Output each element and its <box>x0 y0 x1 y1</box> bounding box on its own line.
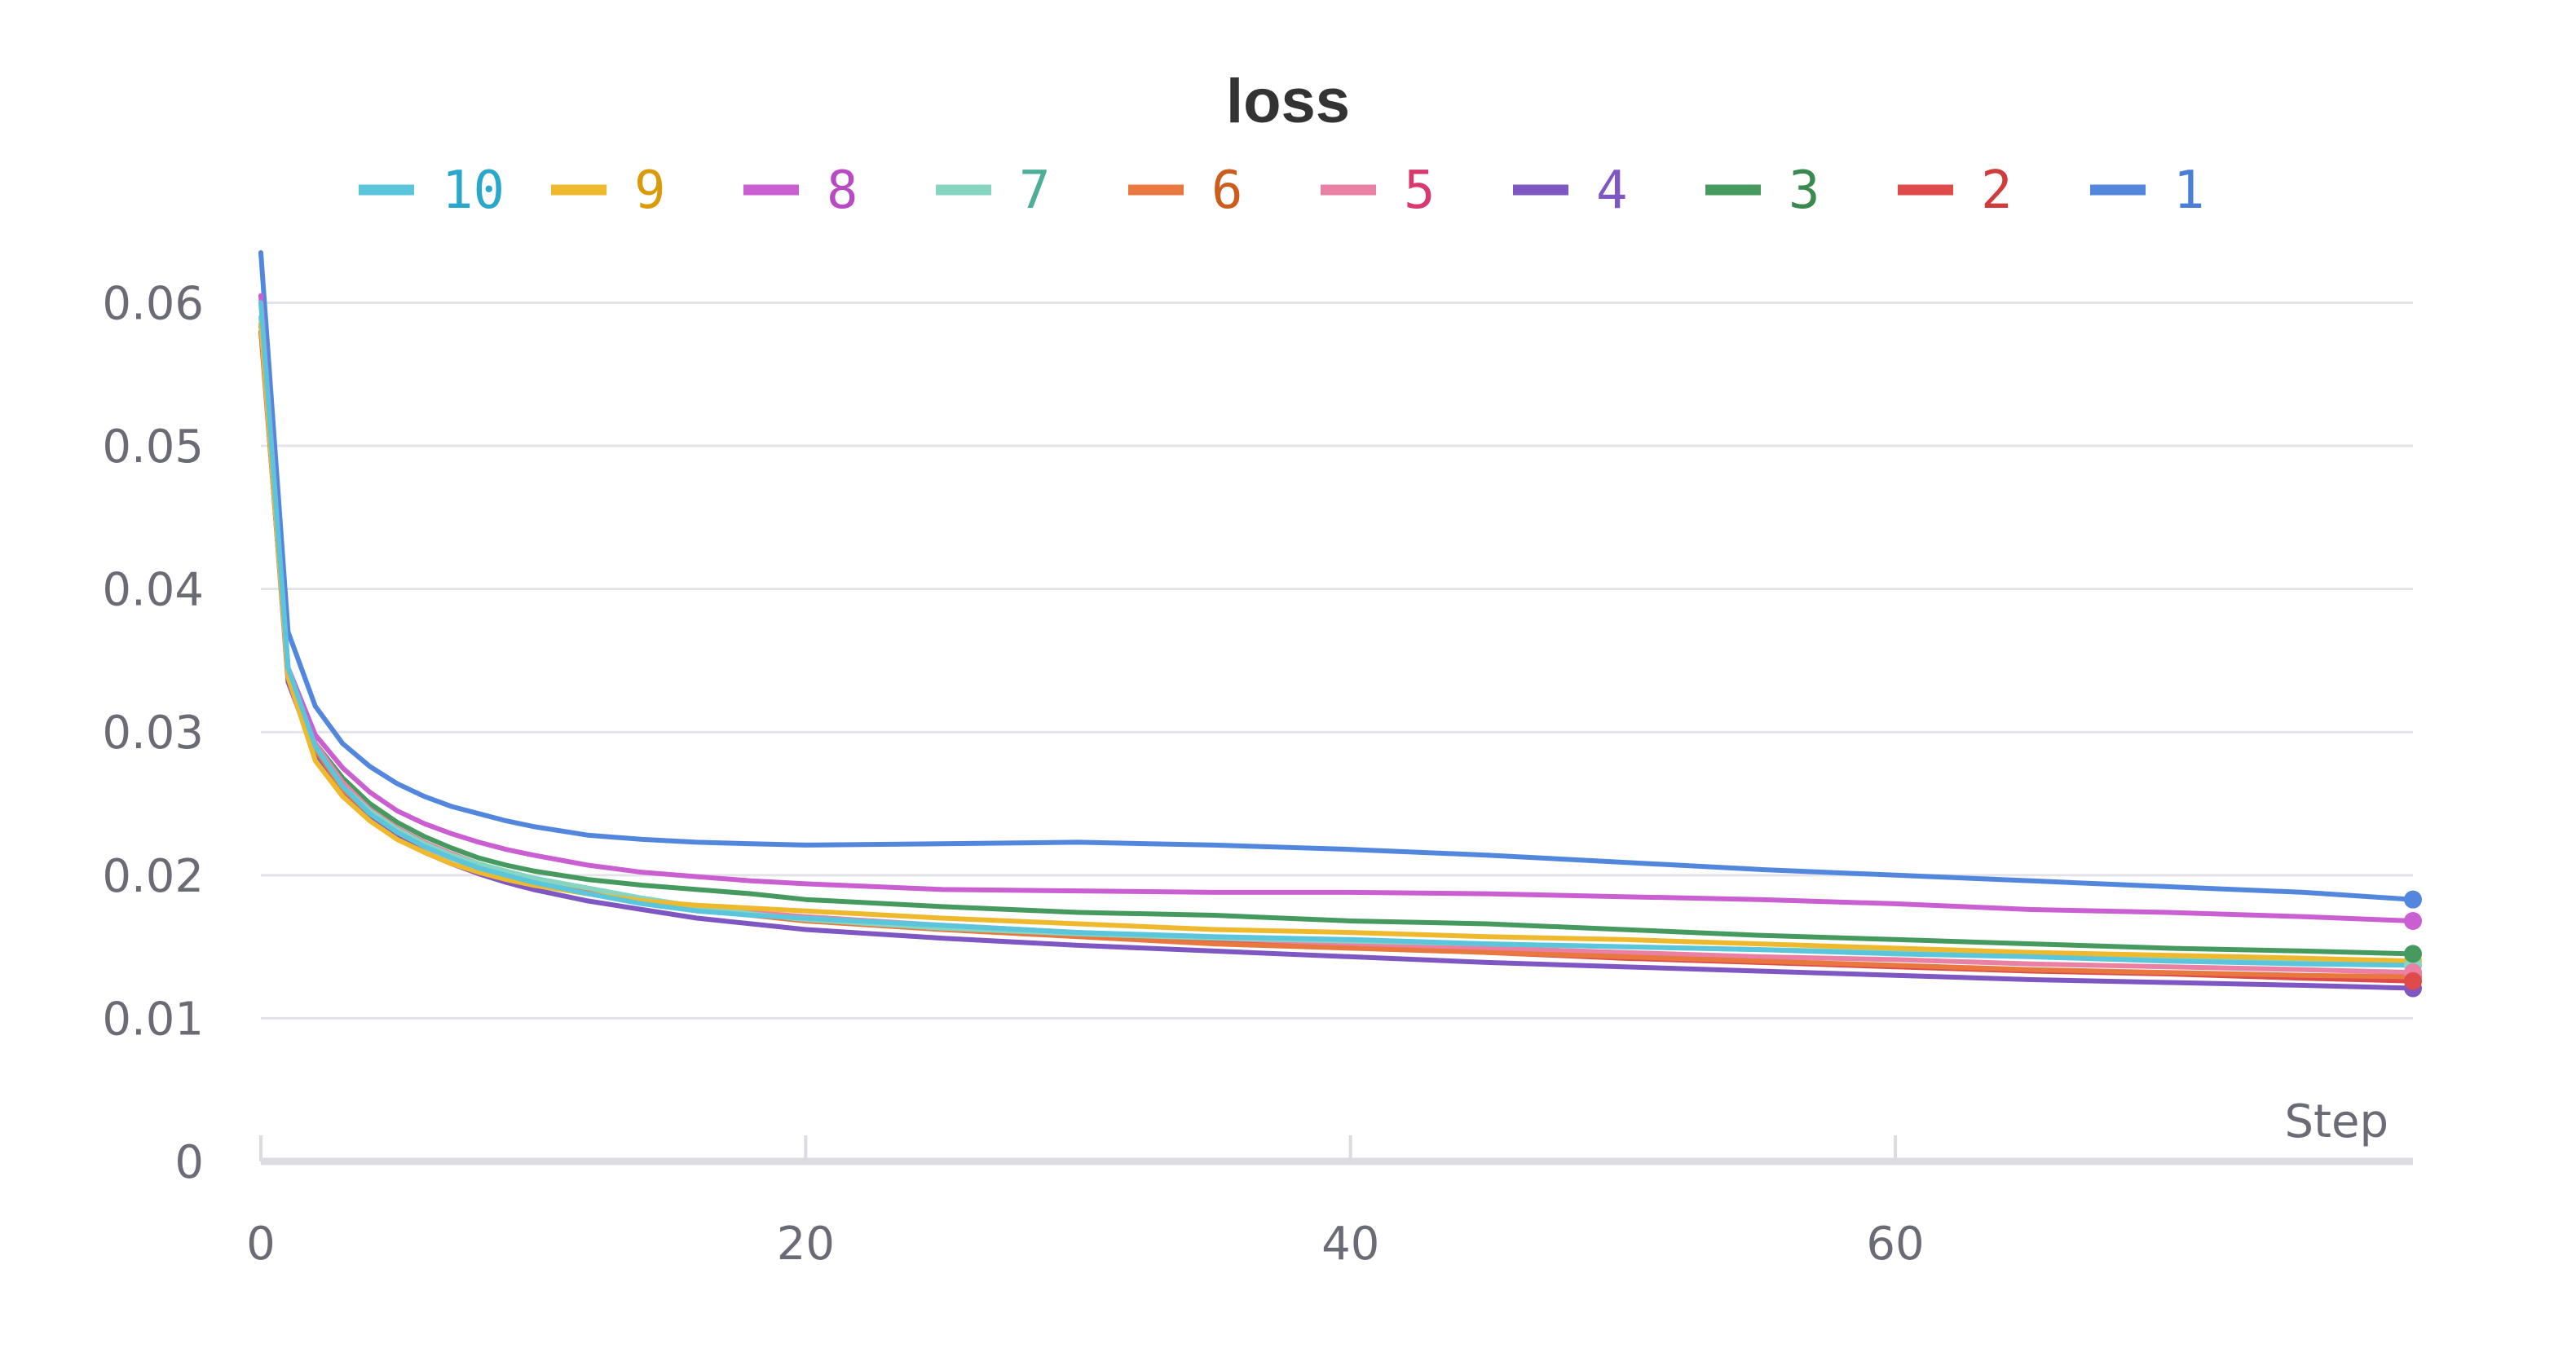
series-line-7 <box>258 315 2415 968</box>
series-line-10 <box>258 300 2415 968</box>
legend-label: 1 <box>2173 161 2205 221</box>
y-tick-label: 0.05 <box>102 421 204 474</box>
legend-label: 8 <box>827 161 858 221</box>
y-tick-label: 0.03 <box>102 707 204 760</box>
chart-title: loss <box>1226 67 1350 136</box>
y-axis: 0 0.01 0.02 0.03 0.04 0.05 0.06 <box>102 277 204 1189</box>
series-end-point-3 <box>2404 945 2422 963</box>
y-tick-label: 0 <box>174 1136 204 1189</box>
legend-item-8[interactable]: 8 <box>743 161 858 221</box>
legend-label: 9 <box>634 161 666 221</box>
legend-item-3[interactable]: 3 <box>1705 161 1820 221</box>
legend-item-1[interactable]: 1 <box>2090 161 2205 221</box>
series-end-point-2 <box>2404 971 2422 990</box>
legend-item-5[interactable]: 5 <box>1321 161 1436 221</box>
legend-label: 5 <box>1404 161 1436 221</box>
y-tick-label: 0.02 <box>102 850 204 903</box>
legend-item-2[interactable]: 2 <box>1898 161 2013 221</box>
legend: 10 9 8 7 6 5 4 3 2 1 <box>359 161 2205 221</box>
series-line-8 <box>258 293 2415 923</box>
series-end-point-1 <box>2404 890 2422 909</box>
series-endpoints <box>2404 890 2422 998</box>
legend-item-4[interactable]: 4 <box>1513 161 1628 221</box>
series-line-3 <box>258 321 2415 957</box>
x-axis-label: Step <box>2284 1095 2389 1148</box>
legend-label: 6 <box>1211 161 1243 221</box>
legend-label: 7 <box>1019 161 1051 221</box>
x-tick-label: 60 <box>1866 1218 1924 1271</box>
series-end-point-8 <box>2404 912 2422 931</box>
legend-label: 3 <box>1789 161 1820 221</box>
legend-label: 10 <box>442 161 505 221</box>
y-tick-label: 0.04 <box>102 564 204 617</box>
x-axis: 0 20 40 60 <box>246 1135 2413 1271</box>
x-tick-label: 20 <box>777 1218 835 1271</box>
series-line-1 <box>258 250 2415 902</box>
series-lines <box>258 250 2415 991</box>
legend-label: 2 <box>1981 161 2013 221</box>
legend-label: 4 <box>1596 161 1628 221</box>
legend-item-7[interactable]: 7 <box>936 161 1051 221</box>
x-tick-label: 0 <box>246 1218 276 1271</box>
grid-lines <box>261 301 2413 1020</box>
legend-item-6[interactable]: 6 <box>1128 161 1243 221</box>
y-tick-label: 0.01 <box>102 993 204 1046</box>
series-line-9 <box>258 321 2415 964</box>
legend-item-9[interactable]: 9 <box>551 161 666 221</box>
y-tick-label: 0.06 <box>102 277 204 330</box>
x-tick-label: 40 <box>1321 1218 1379 1271</box>
legend-item-10[interactable]: 10 <box>359 161 505 221</box>
